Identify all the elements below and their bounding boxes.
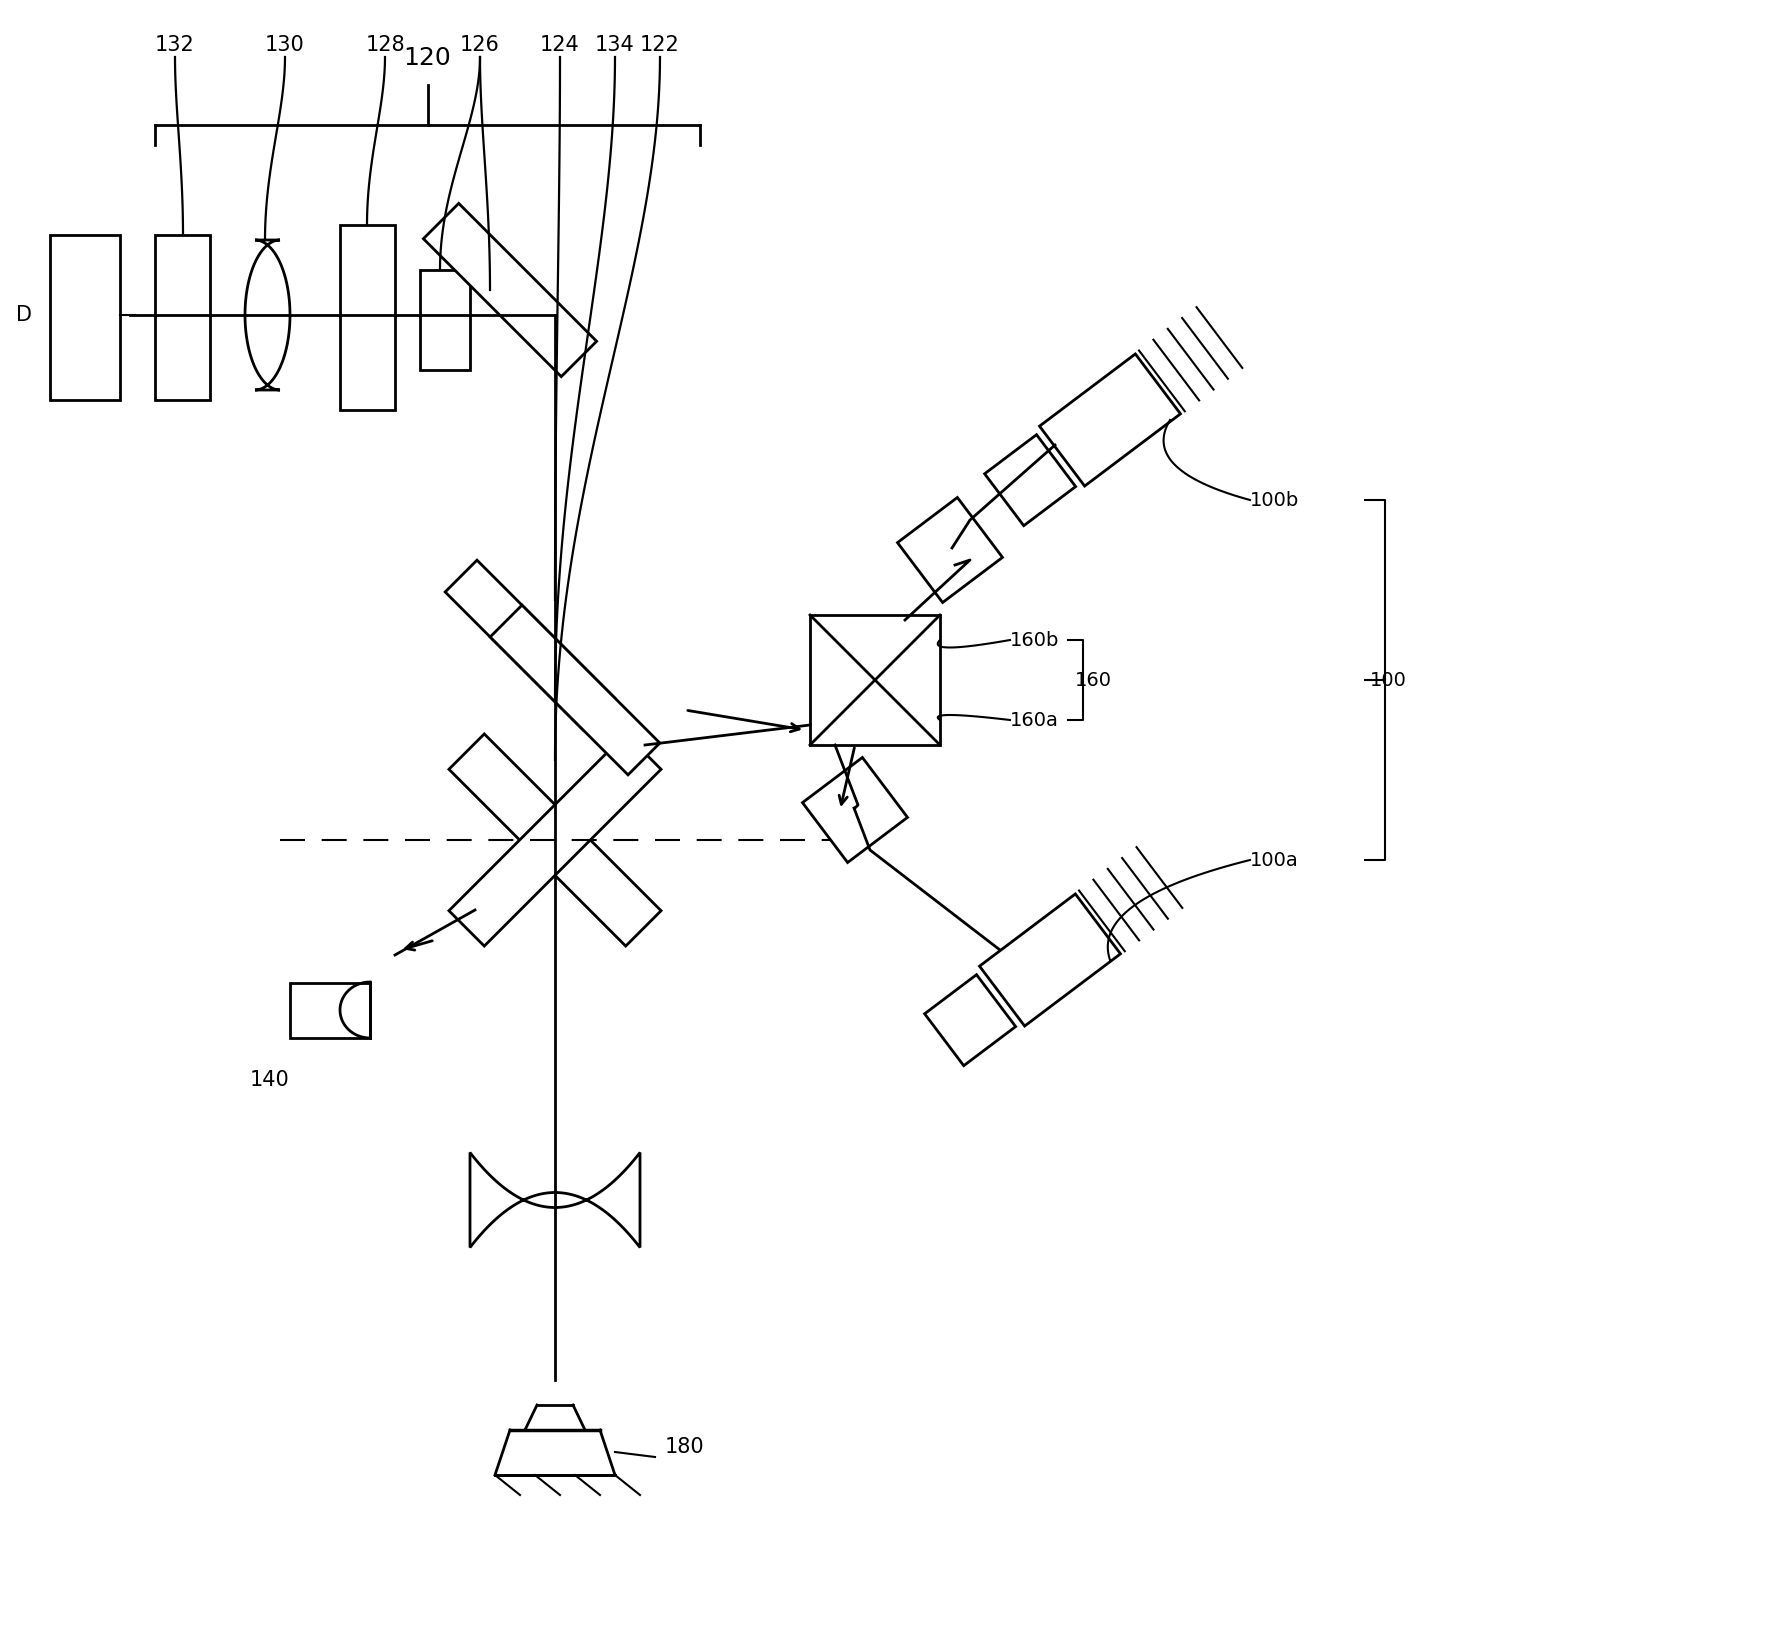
Text: 126: 126: [460, 35, 500, 54]
Polygon shape: [924, 974, 1015, 1066]
Text: 134: 134: [595, 35, 634, 54]
Text: 140: 140: [251, 1070, 290, 1089]
Polygon shape: [469, 1152, 639, 1247]
Text: 180: 180: [664, 1438, 704, 1457]
Bar: [340, 225, 396, 411]
Polygon shape: [290, 983, 371, 1037]
Polygon shape: [423, 204, 596, 376]
Text: 160b: 160b: [1010, 631, 1058, 649]
Text: 124: 124: [541, 35, 580, 54]
Text: 100b: 100b: [1250, 491, 1298, 509]
Polygon shape: [980, 894, 1121, 1027]
Bar: [421, 269, 469, 370]
Text: 100a: 100a: [1250, 851, 1298, 869]
Text: 128: 128: [365, 35, 405, 54]
Text: 100: 100: [1370, 670, 1408, 690]
Text: D: D: [16, 306, 32, 325]
Text: 160: 160: [1075, 670, 1112, 690]
Text: 122: 122: [639, 35, 681, 54]
Text: 132: 132: [156, 35, 195, 54]
Text: 120: 120: [403, 46, 451, 71]
Polygon shape: [802, 757, 908, 863]
Bar: [50, 235, 120, 399]
Polygon shape: [985, 435, 1076, 526]
Polygon shape: [450, 734, 661, 946]
Polygon shape: [1039, 353, 1180, 486]
Polygon shape: [446, 560, 614, 729]
Text: 160a: 160a: [1010, 710, 1058, 729]
Text: 130: 130: [265, 35, 304, 54]
Polygon shape: [245, 240, 290, 389]
Polygon shape: [810, 614, 940, 744]
Polygon shape: [897, 498, 1003, 603]
Bar: [156, 235, 210, 399]
Polygon shape: [491, 605, 659, 775]
Polygon shape: [450, 734, 661, 946]
